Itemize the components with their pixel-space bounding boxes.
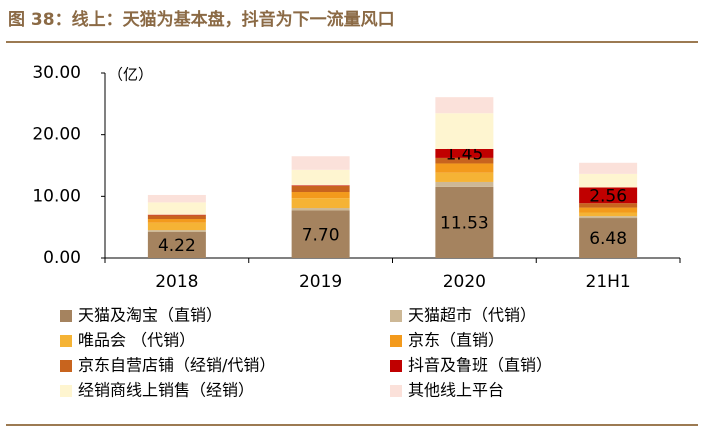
legend-label: 京东（直销）	[408, 331, 504, 350]
bar-segment	[291, 210, 350, 258]
x-tick-label: 2019	[299, 272, 342, 292]
data-label: 4.22	[158, 236, 196, 256]
bar-segment	[579, 203, 638, 208]
bar-segment	[435, 113, 494, 149]
legend-swatch	[390, 310, 402, 322]
legend-label: 天猫及淘宝（直销）	[78, 306, 222, 325]
bar-segment	[147, 219, 206, 223]
bar-segment	[579, 216, 638, 219]
legend-swatch	[60, 335, 72, 347]
bar-segment	[147, 202, 206, 215]
bar-segment	[435, 163, 494, 173]
data-label: 11.53	[440, 213, 489, 233]
y-tick-label: 30.00	[32, 63, 81, 83]
bar-segment	[147, 194, 206, 203]
legend-label: 其他线上平台	[408, 381, 504, 400]
bar-segment	[147, 215, 206, 220]
bar-segment	[291, 156, 350, 170]
bar-segment	[579, 212, 638, 217]
legend-swatch	[390, 385, 402, 397]
x-tick-label: 21H1	[586, 272, 631, 292]
bar-segment	[579, 187, 638, 204]
bar-segment	[291, 192, 350, 199]
y-tick-label: 20.00	[32, 125, 81, 145]
bar-segment	[579, 173, 638, 188]
data-label: 2.56	[589, 186, 627, 206]
bar-segment	[291, 198, 350, 209]
legend-swatch	[60, 385, 72, 397]
legend-swatch	[390, 335, 402, 347]
bar-segment	[435, 97, 494, 114]
legend-label: 天猫超市（代销）	[408, 306, 536, 325]
legend-swatch	[60, 310, 72, 322]
bar-segment	[435, 181, 494, 187]
y-axis-label: （亿）	[108, 66, 153, 84]
bar-segment	[147, 214, 206, 216]
data-label: 1.45	[445, 144, 483, 164]
bar-segment	[435, 148, 494, 158]
bar-segment	[579, 218, 638, 258]
legend-swatch	[390, 360, 402, 372]
legend-label: 经销商线上销售（经销）	[78, 381, 254, 400]
bar-segment	[579, 207, 638, 213]
y-tick-label: 10.00	[32, 186, 81, 206]
bar-segment	[291, 169, 350, 186]
legend-label: 唯品会 （代销）	[78, 331, 195, 350]
chart-title: 图 38：线上：天猫为基本盘，抖音为下一流量风口	[8, 9, 395, 30]
bar-segment	[291, 185, 350, 193]
x-tick-label: 2018	[155, 272, 198, 292]
legend-label: 京东自营店铺（经销/代销）	[78, 356, 275, 375]
legend-label: 抖音及鲁班（直销）	[408, 356, 552, 375]
bar-segment	[147, 230, 206, 232]
data-label: 7.70	[302, 225, 340, 245]
legend-swatch	[60, 360, 72, 372]
bar-segment	[435, 172, 494, 182]
bar-segment	[291, 185, 350, 186]
bar-segment	[579, 162, 638, 174]
bar-segment	[147, 222, 206, 231]
data-label: 6.48	[589, 229, 627, 249]
x-tick-label: 2020	[443, 272, 486, 292]
bar-segment	[147, 231, 206, 258]
bar-segment	[435, 157, 494, 164]
y-tick-label: 0.00	[43, 248, 81, 268]
bar-segment	[435, 186, 494, 258]
bar-segment	[291, 208, 350, 211]
